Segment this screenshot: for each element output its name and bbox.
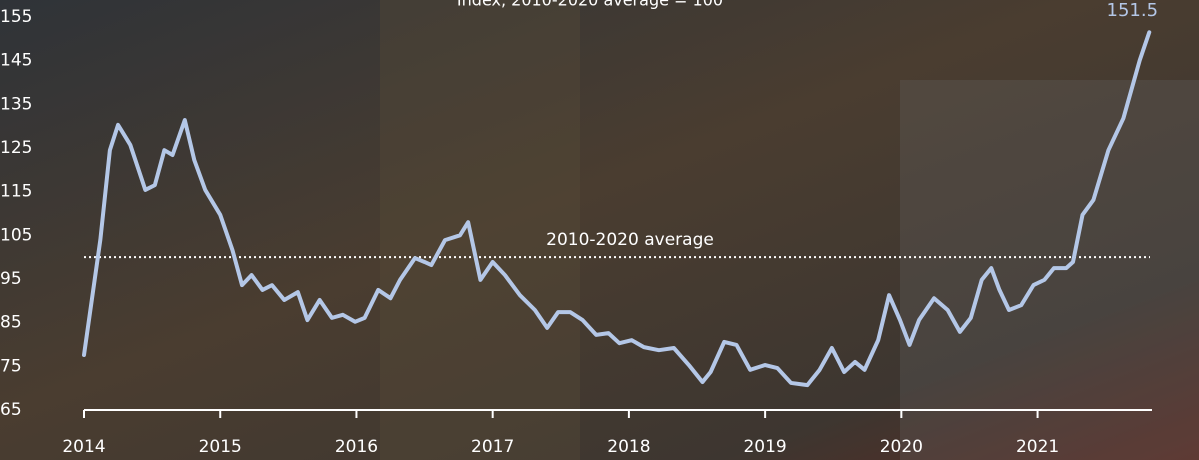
chart-title: Index, 2010-2020 average = 100 [457, 0, 723, 10]
y-tick-label: 145 [0, 51, 32, 71]
y-tick-label: 155 [0, 7, 32, 27]
y-tick-label: 125 [0, 138, 32, 158]
x-tick-label: 2021 [1016, 437, 1059, 457]
x-tick-label: 2014 [62, 437, 105, 457]
chart: Index, 2010-2020 average = 100 65 75 85 95 1… [0, 0, 1199, 460]
y-tick-label: 65 [0, 400, 22, 420]
x-tick-label: 2018 [607, 437, 650, 457]
y-tick-label: 135 [0, 94, 32, 114]
page: {"chart_data": {"type": "line", "title":… [0, 0, 1199, 460]
end-value-label: 151.5 [1107, 0, 1159, 21]
y-tick-label: 95 [0, 269, 22, 289]
x-tick-label: 2020 [880, 437, 923, 457]
x-tick-label: 2015 [199, 437, 242, 457]
y-tick-label: 85 [0, 313, 22, 333]
y-tick-label: 105 [0, 225, 32, 245]
reference-label: 2010-2020 average [546, 230, 714, 250]
x-tick-label: 2016 [335, 437, 378, 457]
y-tick-label: 115 [0, 182, 32, 202]
y-tick-label: 75 [0, 356, 22, 376]
x-tick-label: 2019 [743, 437, 786, 457]
x-tick-label: 2017 [471, 437, 514, 457]
background-shape [900, 80, 1199, 460]
